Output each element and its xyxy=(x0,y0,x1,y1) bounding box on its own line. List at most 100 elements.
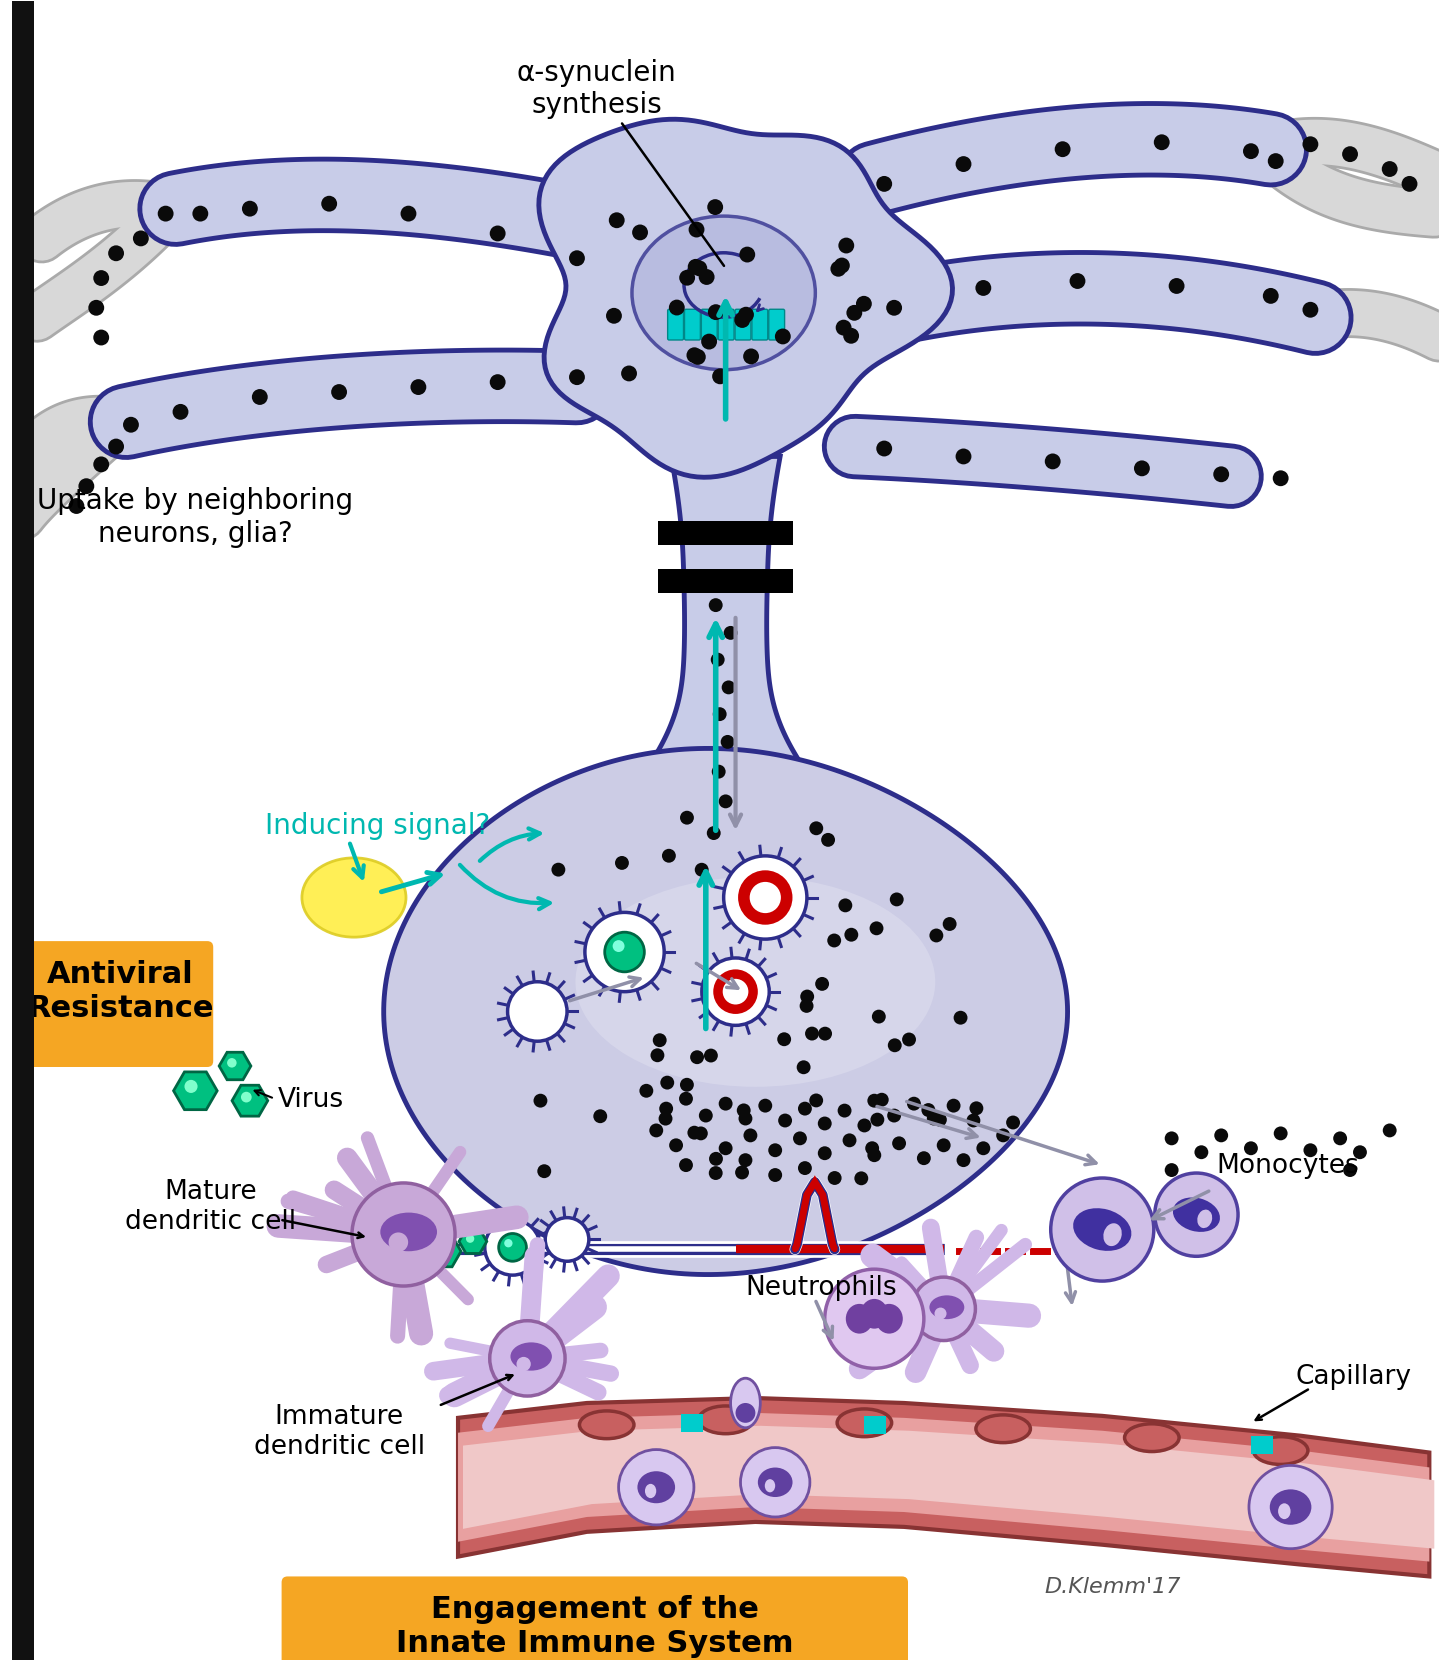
Circle shape xyxy=(901,1032,916,1047)
Circle shape xyxy=(1344,1163,1356,1178)
FancyBboxPatch shape xyxy=(701,310,717,341)
Circle shape xyxy=(739,308,755,323)
Circle shape xyxy=(507,982,567,1042)
Circle shape xyxy=(1070,274,1086,289)
Text: Capillary: Capillary xyxy=(1296,1363,1411,1389)
Circle shape xyxy=(467,1235,474,1243)
Circle shape xyxy=(485,1220,540,1275)
Circle shape xyxy=(670,1139,683,1153)
Ellipse shape xyxy=(576,877,935,1087)
Circle shape xyxy=(739,248,755,263)
Circle shape xyxy=(838,239,854,254)
Circle shape xyxy=(569,370,585,386)
Circle shape xyxy=(740,872,791,923)
Text: Immature
dendritic cell: Immature dendritic cell xyxy=(253,1404,425,1459)
Circle shape xyxy=(490,1322,564,1397)
Text: Uptake by neighboring
neurons, glia?: Uptake by neighboring neurons, glia? xyxy=(37,487,353,547)
Circle shape xyxy=(922,1104,936,1118)
Text: Mature
dendritic cell: Mature dendritic cell xyxy=(125,1178,295,1235)
Circle shape xyxy=(658,1113,672,1126)
Circle shape xyxy=(870,922,884,935)
Circle shape xyxy=(242,202,258,217)
Circle shape xyxy=(1342,147,1358,162)
Circle shape xyxy=(854,1171,868,1186)
Circle shape xyxy=(694,1128,708,1141)
Ellipse shape xyxy=(1103,1223,1122,1246)
Polygon shape xyxy=(219,1052,251,1081)
Circle shape xyxy=(815,977,829,990)
FancyBboxPatch shape xyxy=(282,1576,909,1673)
Circle shape xyxy=(867,1094,881,1108)
Circle shape xyxy=(680,811,694,825)
Circle shape xyxy=(1165,1163,1178,1178)
Text: Monocytes: Monocytes xyxy=(1217,1153,1359,1178)
Ellipse shape xyxy=(757,1467,792,1497)
Circle shape xyxy=(887,1109,901,1123)
Circle shape xyxy=(818,1027,832,1041)
Ellipse shape xyxy=(1270,1489,1312,1524)
Circle shape xyxy=(94,271,109,286)
Circle shape xyxy=(498,1233,527,1261)
Circle shape xyxy=(698,1109,713,1123)
Text: Antiviral
Resistance: Antiviral Resistance xyxy=(27,959,213,1022)
Circle shape xyxy=(612,940,625,952)
Circle shape xyxy=(1155,1173,1238,1256)
Circle shape xyxy=(351,1183,455,1287)
Circle shape xyxy=(876,1092,888,1108)
Circle shape xyxy=(877,442,893,457)
Circle shape xyxy=(132,231,148,248)
Circle shape xyxy=(680,271,696,286)
Ellipse shape xyxy=(389,1233,408,1253)
Circle shape xyxy=(956,450,972,465)
Circle shape xyxy=(844,929,858,942)
Bar xyxy=(658,522,793,545)
Circle shape xyxy=(661,1076,674,1089)
Ellipse shape xyxy=(935,1308,946,1320)
Bar xyxy=(681,1414,703,1432)
Circle shape xyxy=(1267,154,1283,171)
Circle shape xyxy=(680,1092,693,1106)
Polygon shape xyxy=(464,1425,1434,1549)
Circle shape xyxy=(893,1136,906,1151)
Circle shape xyxy=(996,1129,1009,1143)
Circle shape xyxy=(605,932,644,972)
Ellipse shape xyxy=(517,1357,531,1372)
Circle shape xyxy=(719,1097,733,1111)
Circle shape xyxy=(743,1129,757,1143)
Circle shape xyxy=(1051,1178,1153,1282)
Ellipse shape xyxy=(1279,1504,1290,1519)
Circle shape xyxy=(585,913,664,992)
Circle shape xyxy=(805,1027,819,1041)
Circle shape xyxy=(969,1103,984,1116)
Circle shape xyxy=(809,1094,824,1108)
Ellipse shape xyxy=(1174,1198,1220,1233)
Polygon shape xyxy=(539,120,952,478)
Circle shape xyxy=(1214,467,1230,483)
Ellipse shape xyxy=(698,1405,753,1434)
Circle shape xyxy=(619,1450,694,1526)
Circle shape xyxy=(734,313,750,328)
Circle shape xyxy=(680,1077,694,1092)
Circle shape xyxy=(857,1119,871,1133)
Circle shape xyxy=(809,821,824,836)
Ellipse shape xyxy=(1253,1437,1308,1464)
Circle shape xyxy=(707,826,720,840)
Circle shape xyxy=(1274,1128,1287,1141)
Circle shape xyxy=(1243,144,1259,161)
Text: Virus: Virus xyxy=(278,1086,344,1113)
Circle shape xyxy=(228,1059,236,1067)
Circle shape xyxy=(690,1051,704,1064)
Circle shape xyxy=(721,681,736,694)
Circle shape xyxy=(877,177,893,192)
Circle shape xyxy=(831,261,847,278)
Circle shape xyxy=(1007,1116,1020,1129)
Circle shape xyxy=(533,1094,547,1108)
Circle shape xyxy=(835,321,851,336)
Circle shape xyxy=(1303,1144,1318,1158)
FancyBboxPatch shape xyxy=(752,310,768,341)
FancyBboxPatch shape xyxy=(719,310,734,341)
Circle shape xyxy=(569,251,585,268)
Circle shape xyxy=(834,258,850,274)
Circle shape xyxy=(193,206,209,223)
Text: Inducing signal?: Inducing signal? xyxy=(265,811,490,840)
